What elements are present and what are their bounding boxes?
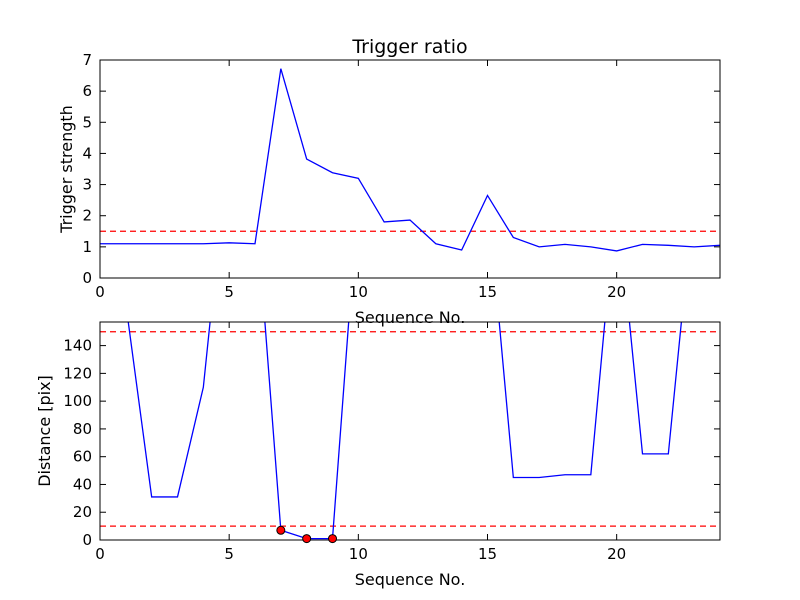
bottom-y-tick-label: 80 [73, 420, 92, 438]
bottom-marker-point [302, 534, 312, 544]
bottom-x-tick-label: 20 [607, 545, 626, 563]
bottom-marker-point [276, 525, 286, 535]
bottom-y-tick-label: 20 [73, 503, 92, 521]
top-y-tick-label: 3 [82, 176, 92, 194]
top-x-tick-label: 15 [478, 283, 497, 301]
top-x-tick-label: 20 [607, 283, 626, 301]
top-y-tick-label: 7 [82, 51, 92, 69]
top-series-line-0 [100, 68, 720, 252]
top-y-tick-label: 0 [82, 269, 92, 287]
top-y-tick-label: 2 [82, 207, 92, 225]
bottom-y-tick-label: 140 [63, 337, 92, 355]
top-y-tick-label: 5 [82, 113, 92, 131]
bottom-marker-point [328, 534, 337, 544]
bottom-markers [276, 525, 337, 544]
bottom-y-tick-label: 100 [63, 392, 92, 410]
top-x-axis-label: Sequence No. [355, 308, 466, 327]
top-y-tick-label: 6 [82, 82, 92, 100]
bottom-x-tick-label: 5 [224, 545, 234, 563]
bottom-y-tick-label: 60 [73, 448, 92, 466]
bottom-y-axis-label: Distance [pix] [35, 375, 54, 487]
top-y-tick-label: 1 [82, 238, 92, 256]
top-x-tick-label: 10 [349, 283, 368, 301]
top-plot-area [100, 68, 720, 252]
top-axes-frame [99, 59, 721, 279]
top-x-tick-label: 5 [224, 283, 234, 301]
bottom-ticks: 0 5 10 15 20 0 20 40 60 80 100 120 140 [63, 322, 720, 563]
bottom-axes-frame [99, 321, 721, 541]
bottom-y-tick-label: 120 [63, 364, 92, 382]
bottom-plot-area [100, 322, 720, 540]
top-ticks: 0 5 10 15 20 0 1 2 3 4 5 6 7 [82, 51, 720, 301]
bottom-y-tick-label: 40 [73, 475, 92, 493]
top-chart: Trigger ratio 0 5 10 15 20 0 1 2 3 4 5 6 7 Sequence … [57, 36, 721, 327]
top-y-axis-label: Trigger strength [57, 105, 76, 234]
bottom-series-line-0 [127, 322, 683, 540]
bottom-y-tick-label: 0 [82, 531, 92, 549]
top-x-tick-label: 0 [95, 283, 105, 301]
bottom-x-tick-label: 10 [349, 545, 368, 563]
top-chart-title: Trigger ratio [351, 36, 467, 58]
bottom-x-tick-label: 0 [95, 545, 105, 563]
bottom-x-axis-label: Sequence No. [355, 570, 466, 589]
bottom-x-tick-label: 15 [478, 545, 497, 563]
top-y-tick-label: 4 [82, 144, 92, 162]
